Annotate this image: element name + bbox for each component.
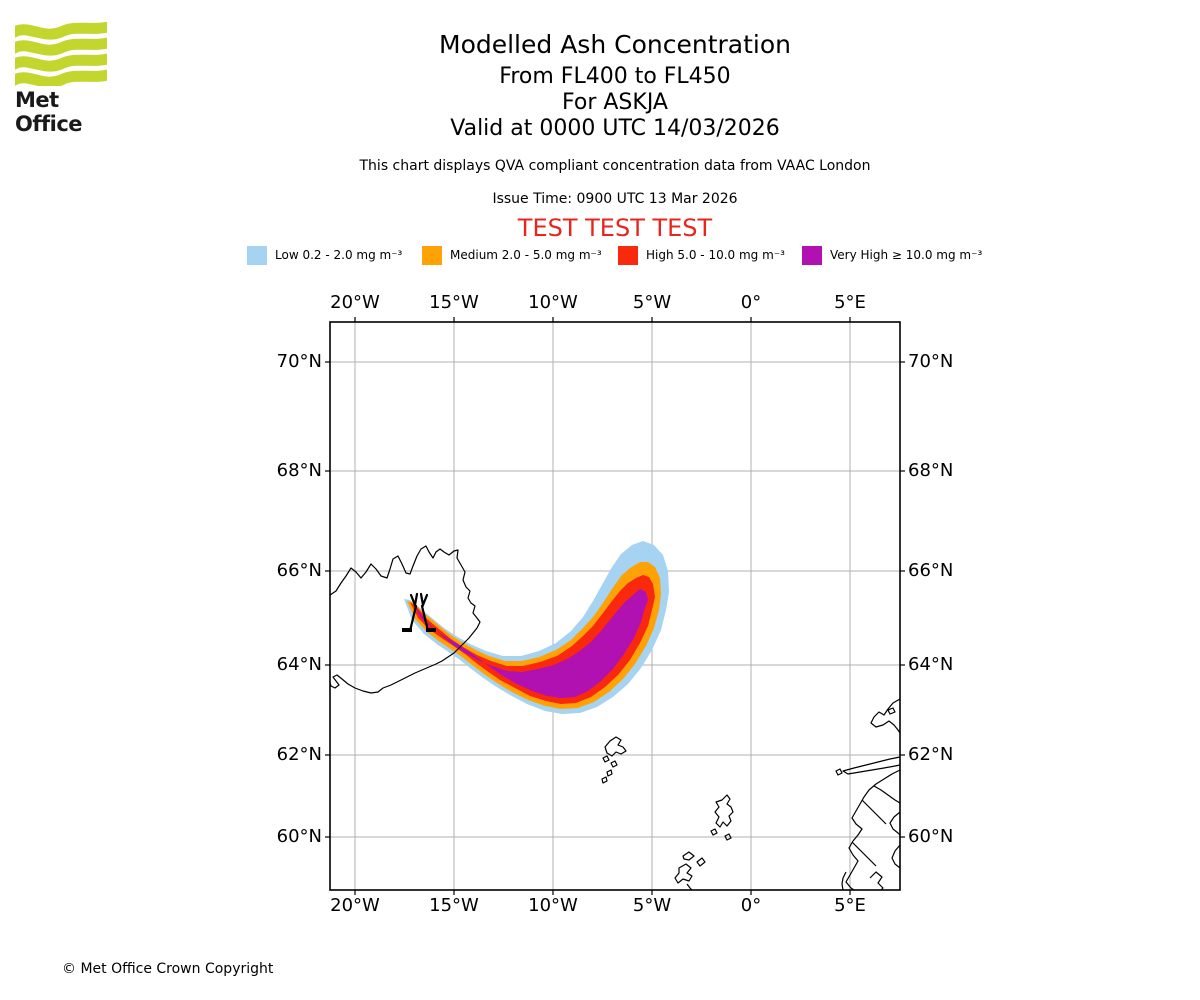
coastline-norway-main bbox=[845, 769, 901, 891]
met-office-logo-waves bbox=[15, 22, 107, 86]
legend-swatch-medium bbox=[422, 245, 442, 265]
lat-label-right-2: 66°N bbox=[908, 560, 954, 581]
valid-time-subtitle: Valid at 0000 UTC 14/03/2026 bbox=[450, 116, 780, 141]
coastline-faroe-2 bbox=[602, 755, 610, 763]
coastline-norway-island-2 bbox=[835, 768, 843, 776]
lat-label-left-0: 70°N bbox=[276, 351, 322, 372]
lon-label-top-2: 10°W bbox=[528, 292, 578, 313]
legend-swatch-very-high bbox=[802, 245, 822, 265]
lon-label-bottom-1: 15°W bbox=[429, 895, 479, 916]
lat-label-left-4: 62°N bbox=[276, 744, 322, 765]
coastline-norway-coast-3 bbox=[891, 844, 901, 869]
legend-label-medium: Medium 2.0 - 5.0 mg m⁻³ bbox=[450, 248, 602, 262]
coastline-orkney-1 bbox=[682, 851, 695, 861]
map-canvas bbox=[325, 317, 905, 895]
test-banner: TEST TEST TEST bbox=[517, 214, 713, 242]
lon-label-bottom-4: 0° bbox=[740, 895, 762, 916]
legend-item-very-high: Very High ≥ 10.0 mg m⁻³ bbox=[802, 245, 982, 265]
volcano-marker bbox=[408, 592, 430, 633]
coastline-faroe-1 bbox=[604, 736, 627, 757]
flight-level-subtitle: From FL400 to FL450 bbox=[499, 64, 731, 89]
legend-item-high: High 5.0 - 10.0 mg m⁻³ bbox=[618, 245, 785, 265]
legend-label-high: High 5.0 - 10.0 mg m⁻³ bbox=[646, 248, 785, 262]
legend-swatch-high bbox=[618, 245, 638, 265]
coastline-norway-coast-2 bbox=[889, 811, 901, 836]
lat-label-right-1: 68°N bbox=[908, 460, 954, 481]
legend-label-very-high: Very High ≥ 10.0 mg m⁻³ bbox=[830, 248, 983, 262]
lat-label-right-3: 64°N bbox=[908, 654, 954, 675]
coastline-faroe-4 bbox=[606, 769, 613, 777]
lon-label-bottom-0: 20°W bbox=[330, 895, 380, 916]
coastline-orkney-2 bbox=[696, 857, 706, 867]
met-office-logo: Met Office bbox=[15, 22, 125, 136]
coastline-norway-1 bbox=[870, 698, 901, 734]
lat-label-left-2: 66°N bbox=[276, 560, 322, 581]
coastline-norway-island-1 bbox=[887, 707, 896, 715]
lon-label-top-0: 20°W bbox=[330, 292, 380, 313]
lat-label-left-5: 60°N bbox=[276, 826, 322, 847]
volcano-subtitle: For ASKJA bbox=[562, 90, 668, 115]
lon-label-top-1: 15°W bbox=[429, 292, 479, 313]
lon-label-bottom-5: 5°E bbox=[834, 895, 866, 916]
coastline-norway-inlet bbox=[841, 871, 847, 891]
legend-swatch-low bbox=[247, 245, 267, 265]
coastline-orkney-3 bbox=[674, 863, 693, 884]
coastline-norway-fjord-1 bbox=[873, 785, 901, 804]
coastline-faroe-3 bbox=[610, 760, 618, 768]
coastline-norway-bottom bbox=[869, 871, 884, 891]
coastline-shetland-1 bbox=[714, 794, 734, 828]
coastline-norway-fjord-2 bbox=[861, 799, 887, 825]
legend-item-medium: Medium 2.0 - 5.0 mg m⁻³ bbox=[422, 245, 602, 265]
lat-label-left-3: 64°N bbox=[276, 654, 322, 675]
legend-label-low: Low 0.2 - 2.0 mg m⁻³ bbox=[275, 248, 403, 262]
lon-label-bottom-2: 10°W bbox=[528, 895, 578, 916]
qva-compliance-note: This chart displays QVA compliant concen… bbox=[359, 158, 871, 174]
coastline-norway-fjord-3 bbox=[851, 841, 877, 867]
lat-label-right-0: 70°N bbox=[908, 351, 954, 372]
ash-contour-very-high bbox=[413, 589, 648, 698]
page-title: Modelled Ash Concentration bbox=[439, 30, 791, 59]
lon-label-top-3: 5°W bbox=[632, 292, 672, 313]
coastline-shetland-3 bbox=[724, 833, 732, 841]
coastline-norway-sound bbox=[842, 756, 901, 775]
lat-label-left-1: 68°N bbox=[276, 460, 322, 481]
copyright: © Met Office Crown Copyright bbox=[62, 961, 274, 977]
coastline-scotland bbox=[686, 883, 693, 891]
lon-label-bottom-3: 5°W bbox=[632, 895, 672, 916]
lat-label-right-4: 62°N bbox=[908, 744, 954, 765]
met-office-logo-text: Met Office bbox=[15, 88, 83, 136]
coastline-shetland-2 bbox=[710, 828, 718, 836]
map-frame bbox=[329, 321, 901, 891]
lon-label-top-5: 5°E bbox=[834, 292, 866, 313]
lon-label-top-4: 0° bbox=[740, 292, 762, 313]
legend-item-low: Low 0.2 - 2.0 mg m⁻³ bbox=[247, 245, 402, 265]
coastline-iceland bbox=[329, 545, 481, 694]
lat-label-right-5: 60°N bbox=[908, 826, 954, 847]
issue-time: Issue Time: 0900 UTC 13 Mar 2026 bbox=[492, 191, 738, 207]
coastline-faroe-5 bbox=[601, 776, 608, 784]
